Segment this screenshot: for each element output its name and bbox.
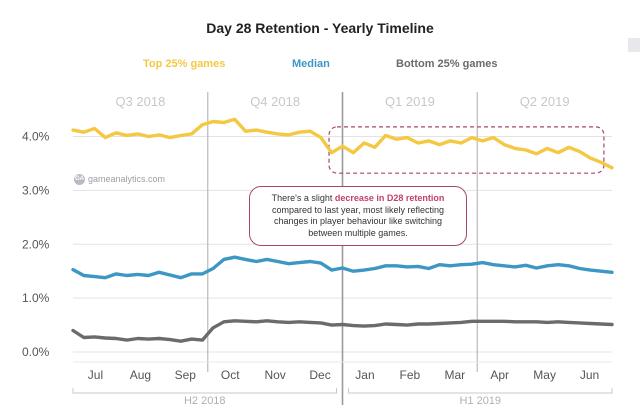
month-label: Feb: [400, 368, 421, 382]
side-tab: [628, 38, 640, 52]
legend-bottom-25: Bottom 25% games: [396, 58, 498, 70]
half-year-bracket: [72, 388, 337, 394]
y-tick-label: 4.0%: [22, 130, 50, 144]
series-line-median: [71, 255, 614, 280]
series-line-top-25: [71, 117, 614, 170]
watermark-text: gameanalytics.com: [88, 174, 166, 184]
month-label: Mar: [444, 368, 465, 382]
month-label: Apr: [490, 368, 509, 382]
chart-title: Day 28 Retention - Yearly Timeline: [206, 20, 434, 36]
y-tick-label: 0.0%: [22, 345, 50, 359]
highlight-region: [328, 126, 605, 174]
quarter-label: Q1 2019: [385, 94, 435, 109]
half-year-label: H1 2019: [459, 395, 501, 407]
y-tick-label: 1.0%: [22, 291, 50, 305]
annotation-highlight: decrease in D28 retention: [334, 193, 445, 203]
quarter-label: Q2 2019: [520, 94, 570, 109]
annotation-text-after: compared to last year, most likely refle…: [271, 204, 445, 238]
quarter-label: Q4 2018: [250, 94, 300, 109]
watermark: GA gameanalytics.com: [74, 174, 166, 186]
y-tick-label: 3.0%: [22, 183, 50, 197]
annotation-text-before: There's a slight: [271, 193, 335, 203]
month-label: Nov: [264, 368, 285, 382]
half-year-label: H2 2018: [184, 395, 226, 407]
month-label: Jun: [580, 368, 599, 382]
y-tick-label: 2.0%: [22, 237, 50, 251]
month-label: Dec: [309, 368, 330, 382]
series-line-bottom-25: [71, 319, 614, 343]
gameanalytics-logo-icon: GA: [74, 174, 85, 186]
legend-top-25: Top 25% games: [143, 58, 226, 70]
annotation-callout: There's a slight decrease in D28 retenti…: [249, 186, 467, 246]
legend-median: Median: [292, 58, 330, 70]
month-label: Sep: [175, 368, 197, 382]
quarter-label: Q3 2018: [115, 94, 165, 109]
month-label: Jul: [88, 368, 103, 382]
month-label: May: [533, 368, 556, 382]
month-label: Aug: [130, 368, 151, 382]
month-label: Oct: [221, 368, 240, 382]
month-label: Jan: [355, 368, 374, 382]
half-year-bracket: [348, 388, 613, 394]
